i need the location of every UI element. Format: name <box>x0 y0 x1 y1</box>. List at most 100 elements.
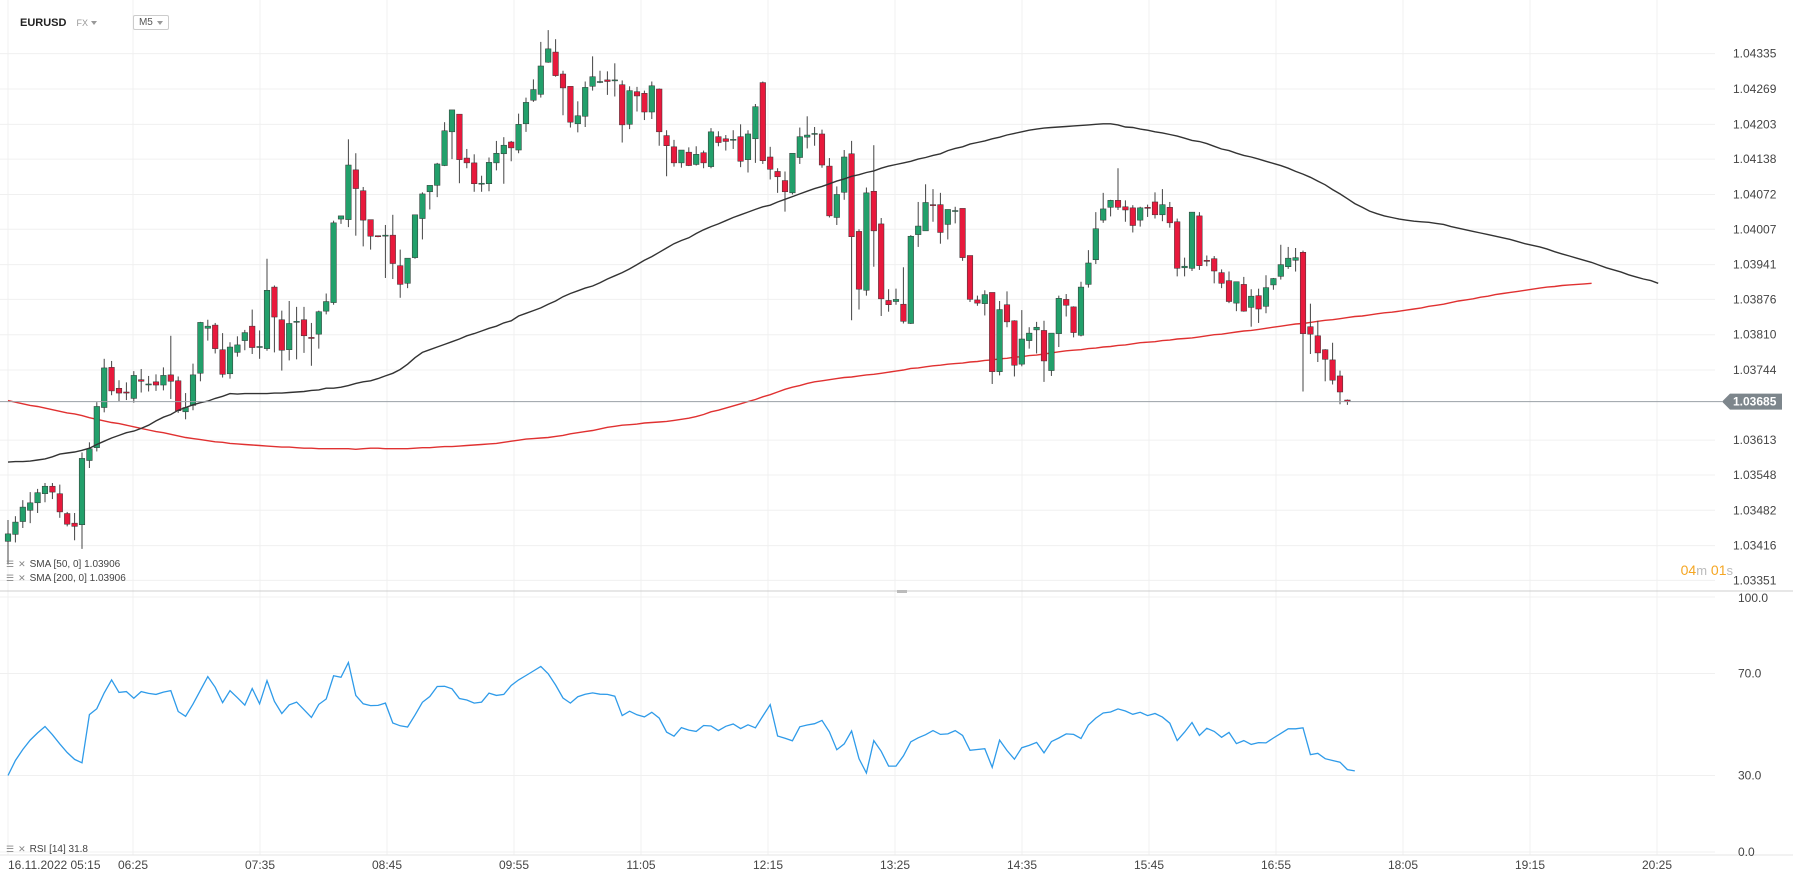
candle <box>767 146 774 180</box>
candle-body <box>929 204 937 206</box>
candle-body <box>1011 320 1018 366</box>
candle-body <box>767 156 774 170</box>
candle-body <box>389 234 396 264</box>
candle-body <box>878 223 885 300</box>
candle <box>722 135 729 151</box>
candle-body <box>685 151 692 166</box>
candle <box>152 374 160 391</box>
candle <box>411 214 419 259</box>
candle-body <box>604 79 611 82</box>
candle <box>1336 370 1344 405</box>
candle <box>448 109 456 160</box>
candle-body <box>915 225 922 235</box>
candle <box>86 442 93 469</box>
current-price-tag <box>1722 393 1782 410</box>
candle <box>64 511 71 527</box>
candle <box>41 483 49 503</box>
pane-resize-handle <box>897 590 907 593</box>
candle-body <box>345 164 352 220</box>
candle <box>663 130 670 177</box>
close-icon[interactable]: ✕ <box>18 844 26 854</box>
candle <box>1077 281 1085 337</box>
candle-body <box>559 73 567 89</box>
sma-200-line <box>7 282 1592 451</box>
sma50-legend[interactable]: ☰ ✕ SMA [50, 0] 1.03906 <box>6 559 120 570</box>
market-selector[interactable]: FX <box>76 18 97 28</box>
candle-body <box>1240 284 1247 312</box>
candle-body <box>752 106 759 140</box>
candle-body <box>1270 278 1277 286</box>
candle <box>530 79 537 102</box>
candle-body <box>1092 228 1099 261</box>
candle-body <box>1188 211 1196 269</box>
timer-sec-unit: s <box>1726 563 1734 578</box>
settings-icon[interactable]: ☰ <box>6 573 15 583</box>
x-tick-label: 13:25 <box>880 858 910 872</box>
timer-min-unit: m <box>1696 563 1708 578</box>
candle <box>944 209 951 240</box>
candle <box>1048 332 1055 376</box>
candle-body <box>1144 207 1151 209</box>
candle-body <box>737 136 744 162</box>
rsi-legend[interactable]: ☰ ✕ RSI [14] 31.8 <box>6 844 88 855</box>
candle-body <box>426 185 433 193</box>
candle <box>493 140 500 171</box>
candle-body <box>278 319 285 351</box>
candle <box>426 185 433 210</box>
candle <box>1307 303 1314 354</box>
candle-body <box>1255 295 1262 310</box>
candle <box>219 333 226 378</box>
x-tick-label: 11:05 <box>626 858 655 872</box>
candle <box>648 81 655 119</box>
candle-body <box>1048 332 1055 371</box>
candle <box>774 168 781 193</box>
candle-body <box>611 79 618 82</box>
close-icon[interactable]: ✕ <box>18 573 26 583</box>
candle <box>1292 247 1299 272</box>
candle-body <box>1248 295 1255 308</box>
candle <box>1218 269 1225 289</box>
y-tick-label: 1.04203 <box>1733 117 1777 131</box>
candle <box>693 146 700 166</box>
candle-body <box>1166 207 1173 224</box>
candle-body <box>123 391 130 394</box>
candle <box>744 130 752 173</box>
rsi-line <box>7 660 1355 776</box>
candle-body <box>996 309 1003 372</box>
symbol-label[interactable]: EURUSD <box>20 16 67 29</box>
candle <box>19 500 26 528</box>
rsi-legend-label: RSI [14] 31.8 <box>29 844 88 855</box>
candle-body <box>315 311 322 335</box>
candle-body <box>115 387 123 394</box>
candle-body <box>1018 338 1025 365</box>
candle <box>559 70 567 116</box>
candle <box>323 293 330 315</box>
candle <box>730 130 737 149</box>
candle <box>4 519 12 565</box>
settings-icon[interactable]: ☰ <box>6 844 15 854</box>
timeframe-selector[interactable]: M5 <box>132 15 169 30</box>
candle-body <box>419 193 426 219</box>
candle-body <box>1137 207 1144 221</box>
close-icon[interactable]: ✕ <box>18 559 26 569</box>
candle <box>952 206 959 224</box>
candle <box>1270 277 1277 290</box>
candle-body <box>596 81 604 83</box>
y-tick-label: 1.03810 <box>1733 328 1777 342</box>
candle-body <box>471 162 478 185</box>
candle-body <box>1129 207 1136 226</box>
x-tick-label: 09:55 <box>499 858 529 872</box>
x-tick-label: 06:25 <box>118 858 148 872</box>
candle <box>678 149 685 168</box>
candle-body <box>1077 286 1085 336</box>
sma200-legend[interactable]: ☰ ✕ SMA [200, 0] 1.03906 <box>6 573 126 584</box>
settings-icon[interactable]: ☰ <box>6 559 15 569</box>
candle-body <box>352 169 359 189</box>
candle <box>138 368 145 393</box>
candle <box>900 267 907 324</box>
candle <box>1107 199 1114 217</box>
candle-body <box>1055 298 1062 334</box>
candle-body <box>530 89 537 101</box>
candle <box>545 30 552 63</box>
